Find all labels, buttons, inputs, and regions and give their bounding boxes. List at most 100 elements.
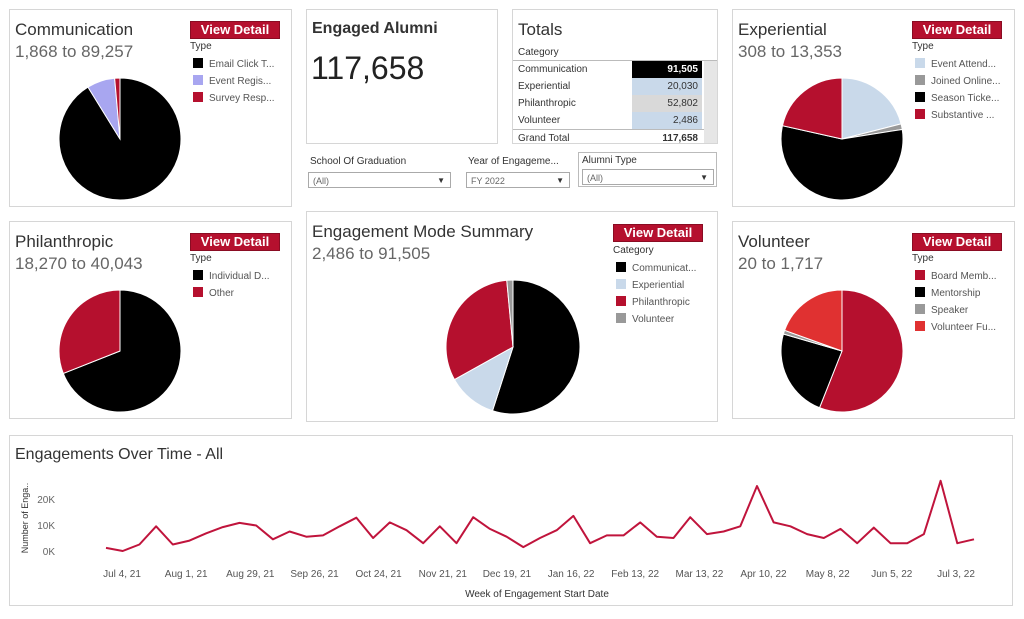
- totals-column-header: Category: [518, 47, 559, 58]
- volunteer-legend-title: Type: [912, 253, 934, 264]
- engagements-over-time-title: Engagements Over Time - All: [15, 446, 224, 463]
- pie-slice-2[interactable]: [446, 280, 514, 381]
- volunteer-title: Volunteer: [738, 232, 810, 251]
- x-tick-label: Apr 10, 22: [740, 569, 787, 580]
- legend-swatch: [915, 304, 925, 314]
- x-tick-label: Nov 21, 21: [419, 569, 468, 580]
- legend-swatch: [193, 75, 203, 85]
- x-tick-label: Sep 26, 21: [290, 569, 339, 580]
- legend-swatch: [193, 270, 203, 280]
- experiential-range: 308 to 13,353: [738, 42, 842, 61]
- experiential-pie-chart: [781, 78, 903, 200]
- communication-legend-title: Type: [190, 41, 212, 52]
- pie-slice-3[interactable]: [506, 280, 514, 348]
- chevron-down-icon: ▼: [556, 176, 564, 185]
- legend-item[interactable]: Speaker: [915, 304, 968, 316]
- legend-item[interactable]: Communicat...: [616, 262, 696, 274]
- engagement-mode-view-detail-button[interactable]: View Detail: [613, 224, 703, 242]
- legend-swatch: [616, 313, 626, 323]
- pie-slice-2[interactable]: [114, 78, 121, 140]
- x-tick-label: Mar 13, 22: [675, 569, 723, 580]
- engagements-line-chart: 0K 10K 20K Number of Enga.. Jul 4, 21 Aug 1, …: [20, 479, 975, 600]
- totals-row-label: Volunteer: [518, 115, 561, 126]
- legend-item[interactable]: Volunteer Fu...: [915, 321, 996, 333]
- pie-slice-1[interactable]: [59, 290, 121, 375]
- totals-title: Totals: [518, 20, 563, 39]
- legend-item[interactable]: Survey Resp...: [193, 92, 275, 104]
- legend-swatch: [616, 262, 626, 272]
- legend-label: Volunteer Fu...: [931, 322, 997, 333]
- legend-swatch: [915, 109, 925, 119]
- volunteer-view-detail-button[interactable]: View Detail: [912, 233, 1002, 251]
- engaged-alumni-title: Engaged Alumni: [312, 20, 438, 37]
- legend-label: Email Click T...: [209, 59, 275, 70]
- totals-row: Volunteer 2,486: [513, 112, 717, 129]
- philanthropic-legend-title: Type: [190, 253, 212, 264]
- x-tick-label: Jan 16, 22: [548, 569, 595, 580]
- pie-slice-1[interactable]: [781, 333, 843, 409]
- legend-label: Philanthropic: [632, 297, 690, 308]
- communication-title: Communication: [15, 20, 134, 39]
- x-tick-label: May 8, 22: [806, 569, 850, 580]
- legend-label: Season Ticke...: [931, 93, 1000, 104]
- philanthropic-view-detail-button[interactable]: View Detail: [190, 233, 280, 251]
- legend-label: Joined Online...: [931, 76, 1001, 87]
- legend-item[interactable]: Email Click T...: [193, 58, 274, 70]
- totals-grand-total-label: Grand Total: [518, 133, 570, 144]
- pie-slice-3[interactable]: [781, 78, 843, 140]
- y-tick-label: 0K: [43, 547, 56, 558]
- pie-slice-0[interactable]: [841, 78, 902, 140]
- legend-swatch: [193, 58, 203, 68]
- legend-item[interactable]: Event Regis...: [193, 75, 271, 87]
- chevron-down-icon: ▼: [700, 173, 708, 182]
- pie-slice-3[interactable]: [783, 290, 843, 352]
- engagement-mode-card: Engagement Mode Summary 2,486 to 91,505 …: [306, 211, 718, 422]
- legend-item[interactable]: Joined Online...: [915, 75, 1001, 87]
- filter-year-value: FY 2022: [471, 176, 505, 186]
- legend-label: Mentorship: [931, 288, 981, 299]
- legend-label: Other: [209, 288, 235, 299]
- philanthropic-pie-chart: [59, 290, 181, 412]
- filter-alumni-type-box: Alumni Type (All) ▼: [578, 152, 717, 187]
- legend-item[interactable]: Experiential: [616, 279, 684, 291]
- totals-divider: [513, 60, 717, 61]
- totals-row-label: Communication: [518, 64, 588, 75]
- pie-slice-2[interactable]: [781, 125, 903, 200]
- engagement-mode-range: 2,486 to 91,505: [312, 244, 431, 263]
- legend-item[interactable]: Volunteer: [616, 313, 674, 325]
- communication-view-detail-button[interactable]: View Detail: [190, 21, 280, 39]
- legend-label: Event Regis...: [209, 76, 272, 87]
- filter-school-dropdown[interactable]: (All) ▼: [308, 172, 451, 188]
- legend-item[interactable]: Individual D...: [193, 270, 270, 282]
- totals-grand-total-row: Grand Total 117,658: [513, 129, 717, 147]
- legend-item[interactable]: Event Attend...: [915, 58, 996, 70]
- communication-pie-chart: [59, 78, 181, 200]
- communication-range: 1,868 to 89,257: [15, 42, 134, 61]
- filter-alumni-type-label: Alumni Type: [582, 155, 637, 166]
- pie-slice-0[interactable]: [491, 280, 580, 414]
- legend-label: Communicat...: [632, 263, 697, 274]
- totals-scrollbar[interactable]: [704, 61, 717, 143]
- legend-item[interactable]: Mentorship: [915, 287, 980, 299]
- legend-swatch: [616, 296, 626, 306]
- legend-item[interactable]: Season Ticke...: [915, 92, 999, 104]
- legend-swatch: [915, 58, 925, 68]
- totals-row-value: 2,486: [632, 112, 702, 129]
- experiential-view-detail-button[interactable]: View Detail: [912, 21, 1002, 39]
- filter-school-label: School Of Graduation: [310, 156, 407, 167]
- totals-row-value: 20,030: [632, 78, 702, 95]
- engagements-line[interactable]: [105, 479, 975, 552]
- experiential-card: Experiential 308 to 13,353 View Detail T…: [732, 9, 1015, 207]
- filter-alumni-type-dropdown[interactable]: (All) ▼: [582, 169, 714, 185]
- pie-slice-0[interactable]: [62, 290, 181, 412]
- engagement-mode-pie-chart: [446, 280, 580, 414]
- pie-slice-0[interactable]: [818, 290, 903, 412]
- legend-item[interactable]: Substantive ...: [915, 109, 994, 121]
- legend-label: Volunteer: [632, 314, 675, 325]
- legend-swatch: [193, 92, 203, 102]
- filter-year-dropdown[interactable]: FY 2022 ▼: [466, 172, 570, 188]
- legend-item[interactable]: Philanthropic: [616, 296, 690, 308]
- x-tick-label: Jul 3, 22: [937, 569, 975, 580]
- legend-item[interactable]: Board Memb...: [915, 270, 997, 282]
- legend-item[interactable]: Other: [193, 287, 234, 299]
